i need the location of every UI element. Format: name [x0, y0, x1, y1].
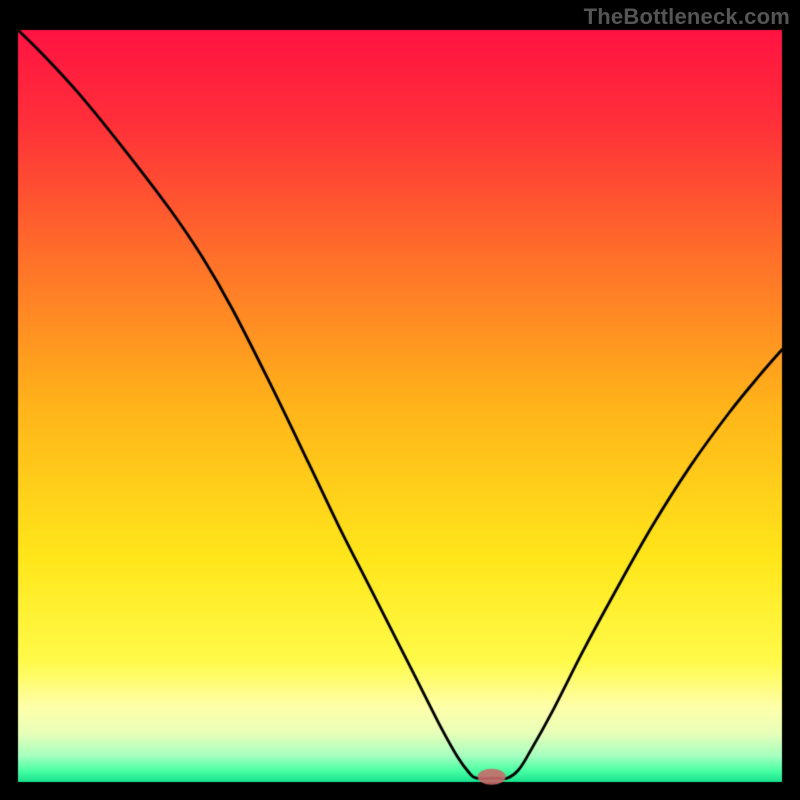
- chart-container: TheBottleneck.com: [0, 0, 800, 800]
- watermark-text: TheBottleneck.com: [584, 4, 790, 30]
- bottleneck-curve-chart: [0, 0, 800, 800]
